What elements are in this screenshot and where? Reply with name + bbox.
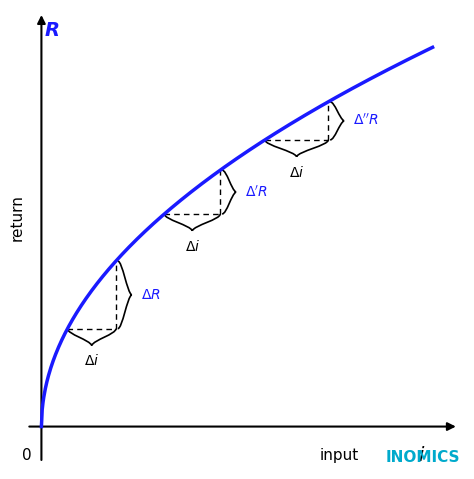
Text: $\Delta i$: $\Delta i$: [84, 354, 100, 368]
Text: $\Delta R$: $\Delta R$: [141, 288, 161, 302]
Text: R: R: [45, 21, 59, 40]
Text: $\Delta' R$: $\Delta' R$: [246, 184, 268, 200]
Text: input: input: [320, 448, 359, 463]
Text: $\Delta'' R$: $\Delta'' R$: [354, 113, 379, 128]
Text: i: i: [419, 446, 424, 465]
Text: $\Delta i$: $\Delta i$: [289, 165, 304, 180]
Text: 0: 0: [22, 448, 31, 463]
Text: $\Delta i$: $\Delta i$: [185, 239, 200, 254]
Text: INOMICS: INOMICS: [385, 450, 460, 465]
Text: return: return: [9, 194, 25, 241]
